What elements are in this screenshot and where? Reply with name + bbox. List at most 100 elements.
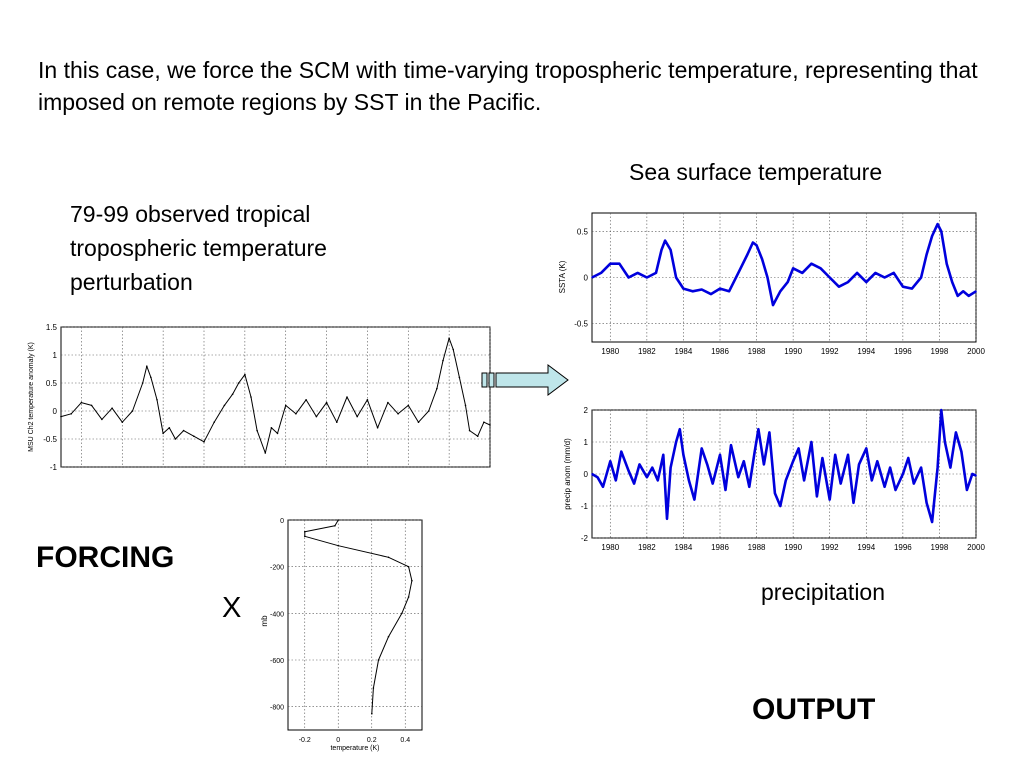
data-point: [785, 479, 787, 482]
data-point: [636, 272, 639, 274]
data-point: [688, 479, 690, 482]
data-point: [838, 285, 840, 288]
y-tick-label: 0: [53, 407, 58, 416]
sst-chart: 0.5 0 -0.5 1980 1982 1984 1986 1988 1990 1992 199…: [558, 212, 985, 356]
data-point: [223, 404, 226, 407]
data-point: [600, 272, 602, 274]
data-point: [458, 376, 461, 379]
data-point: [949, 466, 952, 469]
y-tick-label: 0: [584, 274, 589, 283]
data-point: [237, 382, 240, 384]
data-point: [682, 454, 685, 456]
y-tick-label: 0: [584, 470, 589, 479]
y-tick-label: 1: [584, 438, 589, 447]
x-tick-label: 2000: [967, 347, 985, 356]
x-tick-label: 0.2: [367, 737, 377, 744]
data-point: [666, 518, 668, 520]
x-tick-label: 1984: [675, 347, 693, 356]
data-point: [662, 454, 665, 456]
data-point: [411, 579, 413, 582]
data-point: [655, 272, 657, 274]
data-point: [407, 596, 410, 598]
x-tick-label: 1982: [638, 347, 656, 356]
x-tick-label: 1984: [675, 543, 693, 552]
data-point: [295, 413, 297, 415]
data-point: [675, 441, 677, 443]
data-point: [203, 441, 205, 443]
data-point: [847, 454, 849, 456]
y-tick-label: 0: [280, 518, 284, 525]
data-point: [966, 489, 968, 491]
data-point: [174, 438, 177, 440]
data-point: [700, 447, 703, 450]
x-tick-label: 1986: [711, 543, 729, 552]
data-point: [746, 253, 749, 256]
data-point: [902, 285, 904, 288]
data-point: [779, 505, 782, 507]
data-point: [627, 470, 630, 472]
data-point: [962, 290, 964, 293]
data-point: [427, 410, 430, 412]
data-point: [724, 489, 727, 491]
data-point: [591, 473, 593, 475]
data-point: [719, 454, 721, 456]
data-point: [596, 476, 599, 478]
data-point: [779, 290, 782, 293]
data-point: [337, 519, 340, 521]
data-point: [737, 476, 740, 478]
data-point: [407, 565, 410, 568]
data-point: [772, 304, 774, 306]
data-point: [111, 407, 113, 409]
data-point: [710, 293, 712, 295]
data-point: [691, 290, 694, 293]
data-point: [889, 466, 891, 469]
output-label: OUTPUT: [752, 693, 876, 726]
x-tick-label: 0: [336, 737, 340, 744]
data-point: [483, 421, 485, 423]
data-point: [436, 387, 438, 390]
data-point: [960, 450, 963, 453]
data-point: [660, 249, 663, 251]
data-point: [743, 460, 745, 462]
data-point: [651, 466, 654, 469]
data-point: [737, 272, 740, 274]
data-point: [931, 235, 933, 237]
data-point: [448, 337, 450, 339]
data-point: [920, 466, 922, 469]
data-point: [213, 421, 215, 423]
data-point: [609, 460, 612, 462]
data-point: [920, 276, 922, 279]
data-point: [627, 276, 630, 279]
y-ticks: 0 -200 -400 -600 -800: [270, 518, 284, 712]
data-point: [615, 479, 617, 482]
x-tick-label: 1980: [601, 543, 619, 552]
sst-caption: Sea surface temperature: [629, 159, 883, 185]
data-point: [810, 441, 813, 443]
y-tick-label: 1: [53, 351, 58, 360]
y-tick-label: -0.5: [43, 435, 57, 444]
data-point: [847, 281, 849, 283]
data-point: [828, 498, 831, 501]
data-point: [387, 401, 389, 404]
x-tick-label: 1998: [931, 543, 949, 552]
x-tick-label: 1992: [821, 543, 839, 552]
y-tick-label: 2: [584, 406, 589, 415]
intro-text: In this case, we force the SCM with time…: [38, 57, 978, 115]
x-tick-label: 1980: [601, 347, 619, 356]
data-point: [591, 276, 593, 279]
data-point: [397, 413, 399, 415]
x-tick-label: 1990: [784, 543, 802, 552]
data-point: [936, 466, 939, 469]
data-point: [940, 230, 943, 233]
data-point: [801, 272, 804, 274]
data-point: [925, 502, 928, 504]
x-tick-label: 1990: [784, 347, 802, 356]
data-point: [371, 712, 373, 715]
observed-caption: 79-99 observed tropical tropospheric tem…: [70, 201, 327, 295]
data-point: [945, 262, 948, 265]
data-point: [907, 457, 910, 459]
data-point: [131, 410, 134, 412]
data-point: [609, 262, 612, 265]
data-point: [883, 486, 886, 488]
data-point: [834, 454, 836, 456]
